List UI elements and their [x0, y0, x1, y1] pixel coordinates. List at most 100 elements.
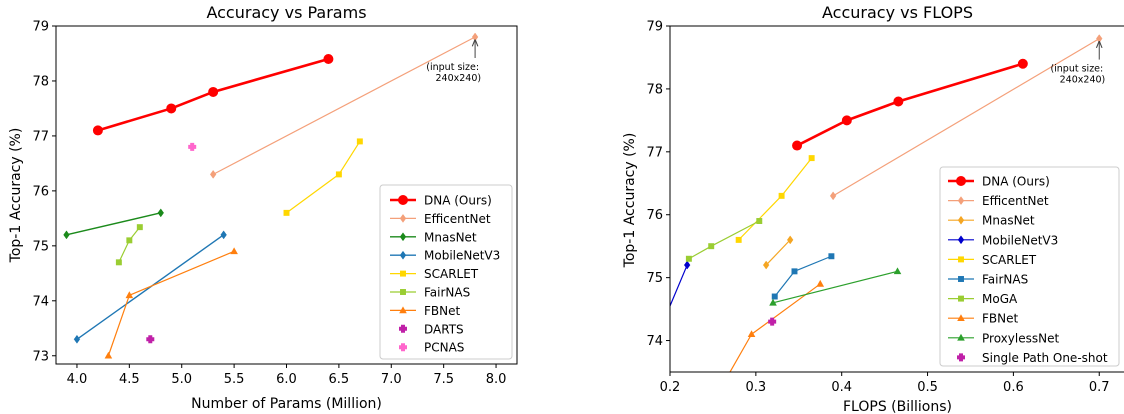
series-mnasnet	[762, 235, 794, 270]
chart-title: Accuracy vs FLOPS	[822, 3, 973, 22]
legend-item-scarlet: SCARLET	[948, 253, 1037, 267]
annotation-group: (input size:240x240)	[426, 40, 481, 84]
plot-area	[63, 32, 479, 359]
x-axis-ticks: 4.0 4.5 5.0 5.5 6.0 6.5 7.0 7.5 8.0	[67, 364, 507, 387]
y-tick-label: 74	[32, 294, 49, 309]
data-point	[63, 230, 70, 240]
data-point	[92, 125, 103, 136]
y-tick-label: 77	[646, 145, 663, 160]
series-mobilenetv3	[670, 260, 691, 308]
legend-marker	[957, 353, 965, 362]
legend-label: EfficentNet	[982, 194, 1049, 208]
legend-marker	[957, 314, 965, 321]
legend-marker	[957, 333, 965, 341]
legend-marker	[399, 250, 407, 260]
data-point	[756, 218, 763, 224]
annotation-text: 240x240)	[435, 73, 481, 84]
chart-accuracy-vs-params: Accuracy vs Params (input size:240x240) …	[8, 3, 518, 412]
legend-marker	[400, 270, 406, 277]
legend-marker	[398, 195, 408, 205]
data-point	[769, 298, 777, 306]
legend-item-pcnas: PCNAS	[399, 341, 464, 355]
y-tick-label: 79	[646, 20, 663, 35]
legend-item-mobilenetv3: MobileNetV3	[948, 233, 1058, 247]
legend-marker	[399, 232, 407, 242]
x-axis-label: Number of Params (Million)	[191, 396, 382, 412]
series-mnasnet	[63, 208, 164, 240]
data-point	[73, 334, 81, 344]
x-tick-label: 5.5	[224, 372, 245, 387]
series-scarlet	[735, 155, 815, 243]
legend-label: FBNet	[982, 312, 1018, 326]
chart-accuracy-vs-flops: Accuracy vs FLOPS (input size:240x240) 0…	[622, 3, 1124, 414]
data-point	[787, 235, 794, 245]
data-point	[146, 335, 155, 344]
legend-item-mnasnet: MnasNet	[948, 214, 1035, 228]
series-darts	[146, 335, 155, 344]
legend-item-fbnet: FBNet	[948, 312, 1018, 326]
legend-label: MobileNetV3	[982, 233, 1058, 247]
legend-label: FairNAS	[424, 286, 470, 300]
series-dna-ours	[792, 58, 1028, 151]
chart-title: Accuracy vs Params	[206, 3, 366, 22]
data-point	[188, 142, 197, 151]
legend-label: MnasNet	[982, 214, 1035, 228]
legend-frame	[379, 184, 513, 360]
legend-label: SCARLET	[424, 267, 479, 281]
y-tick-label: 75	[646, 271, 663, 286]
y-tick-label: 74	[646, 334, 663, 349]
legend-item-mobilenetv3: MobileNetV3	[390, 249, 500, 263]
legend-marker	[957, 196, 965, 206]
data-point	[762, 260, 770, 270]
y-tick-label: 77	[32, 129, 49, 144]
x-tick-label: 8.0	[486, 372, 507, 387]
legend-label: DNA (Ours)	[982, 175, 1050, 189]
legend-marker	[957, 235, 965, 245]
x-tick-label: 6.0	[276, 372, 297, 387]
data-point	[209, 169, 217, 179]
x-tick-label: 0.5	[917, 380, 938, 395]
legend-marker	[399, 306, 407, 314]
y-tick-label: 79	[32, 20, 49, 35]
legend-marker	[399, 343, 407, 352]
legend-label: MoGA	[982, 292, 1018, 306]
series-line	[286, 141, 361, 214]
x-tick-label: 4.5	[119, 372, 140, 387]
y-tick-label: 78	[32, 74, 49, 89]
legend-item-scarlet: SCARLET	[390, 267, 479, 281]
legend-items: DNA (Ours) EfficentNet MnasNet MobileNetV3 S…	[390, 194, 500, 355]
data-point	[893, 267, 902, 275]
legend-label: FBNet	[424, 304, 460, 318]
data-point	[685, 255, 692, 262]
data-point	[323, 53, 334, 64]
x-axis-ticks: 0.2 0.3 0.4 0.5 0.6 0.7	[660, 372, 1110, 395]
data-point	[115, 259, 122, 266]
data-point	[829, 191, 837, 201]
y-tick-label: 73	[32, 349, 49, 364]
legend-item-moga: MoGA	[948, 292, 1018, 306]
series-line	[772, 270, 898, 304]
data-point	[220, 230, 227, 240]
series-dna-ours	[92, 53, 334, 136]
legend-item-efficentnet: EfficentNet	[390, 212, 491, 226]
legend-marker	[399, 213, 407, 223]
legend: DNA (Ours) EfficentNet MnasNet MobileNetV3 S…	[379, 184, 513, 360]
y-tick-label: 78	[646, 82, 663, 97]
data-point	[335, 171, 342, 178]
legend-label: SCARLET	[982, 253, 1037, 267]
y-axis-label: Top-1 Accuracy (%)	[622, 133, 638, 269]
legend-label: FairNAS	[982, 273, 1028, 287]
data-point	[126, 237, 133, 244]
annotation-text: 240x240)	[1060, 75, 1106, 86]
series-line	[832, 38, 1100, 197]
data-point	[1017, 58, 1028, 69]
series-line	[66, 212, 161, 236]
series-scarlet	[283, 138, 363, 216]
x-tick-label: 5.0	[171, 372, 192, 387]
legend-label: MobileNetV3	[424, 249, 500, 263]
data-point	[356, 138, 363, 145]
data-point	[768, 317, 777, 326]
data-point	[771, 293, 778, 300]
series-line	[738, 157, 813, 241]
